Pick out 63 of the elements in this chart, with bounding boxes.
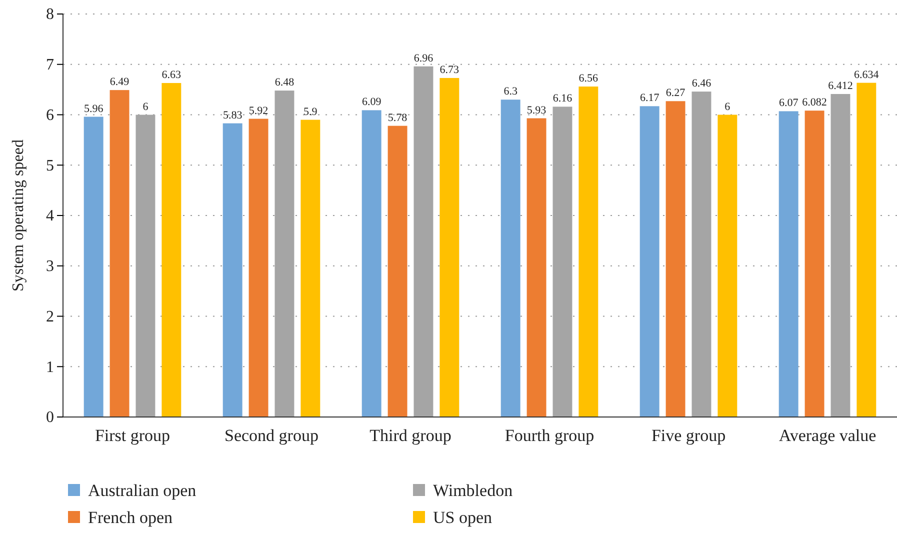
x-tick-label: First group bbox=[94, 426, 170, 446]
bar bbox=[692, 92, 712, 417]
data-label: 5.93 bbox=[526, 104, 547, 116]
legend-label: Wimbledon bbox=[433, 481, 514, 500]
bar bbox=[718, 114, 738, 417]
data-label: 6.73 bbox=[440, 64, 460, 76]
bar bbox=[856, 82, 876, 417]
data-label: 6.3 bbox=[504, 86, 518, 98]
data-label: 5.9 bbox=[304, 106, 318, 118]
data-label: 6.46 bbox=[692, 78, 712, 90]
x-tick-label: Second group bbox=[224, 426, 318, 446]
bar bbox=[110, 90, 130, 417]
y-tick-label: 8 bbox=[46, 6, 54, 24]
data-label: 5.92 bbox=[248, 104, 268, 117]
bar bbox=[500, 100, 520, 417]
y-tick-label: 0 bbox=[46, 409, 54, 426]
legend-label: French open bbox=[88, 508, 173, 527]
data-label: 5.96 bbox=[84, 102, 104, 115]
y-tick-label: 3 bbox=[46, 258, 54, 275]
data-label: 6.63 bbox=[162, 69, 182, 82]
y-axis-title: System operating speed bbox=[10, 140, 27, 292]
bar bbox=[440, 78, 460, 417]
data-label: 6.49 bbox=[110, 76, 130, 88]
data-label: 6.082 bbox=[802, 96, 827, 109]
bar bbox=[84, 116, 104, 417]
x-tick-label: Third group bbox=[370, 426, 452, 446]
y-tick-label: 7 bbox=[46, 56, 54, 74]
data-label: 6.17 bbox=[640, 92, 660, 104]
data-label: 6.16 bbox=[552, 92, 573, 105]
y-tick-label: 4 bbox=[46, 208, 54, 225]
y-tick-label: 2 bbox=[46, 308, 54, 326]
data-label: 6.634 bbox=[854, 68, 880, 81]
bar bbox=[222, 123, 242, 417]
bar bbox=[162, 83, 182, 417]
bar bbox=[778, 111, 798, 417]
data-label: 5.78 bbox=[388, 112, 408, 124]
bar bbox=[388, 126, 408, 417]
data-label: 5.83 bbox=[222, 109, 243, 122]
x-tick-label: Five group bbox=[651, 426, 726, 446]
x-tick-label: Fourth group bbox=[504, 426, 594, 446]
bar bbox=[578, 86, 598, 417]
data-label: 6.48 bbox=[274, 76, 295, 89]
y-tick-label: 5 bbox=[46, 157, 54, 174]
data-label: 6.96 bbox=[414, 52, 434, 64]
data-label: 6.412 bbox=[828, 80, 853, 92]
legend-label: Australian open bbox=[88, 481, 197, 500]
data-label: 6.27 bbox=[666, 87, 686, 100]
bar bbox=[640, 106, 660, 417]
bar bbox=[248, 118, 268, 417]
data-label: 6.09 bbox=[362, 96, 382, 108]
bar bbox=[526, 118, 546, 417]
bar bbox=[666, 101, 686, 417]
y-tick-label: 6 bbox=[46, 106, 54, 124]
y-tick-label: 1 bbox=[46, 358, 54, 376]
x-tick-label: Average value bbox=[778, 426, 876, 446]
bar bbox=[362, 110, 382, 417]
legend-label: US open bbox=[433, 508, 493, 527]
data-label: 6 bbox=[142, 100, 149, 113]
data-label: 6.07 bbox=[778, 97, 799, 110]
data-label: 6.56 bbox=[578, 72, 599, 85]
bar bbox=[300, 120, 320, 417]
data-label: 6 bbox=[724, 100, 731, 113]
bar bbox=[804, 110, 824, 417]
